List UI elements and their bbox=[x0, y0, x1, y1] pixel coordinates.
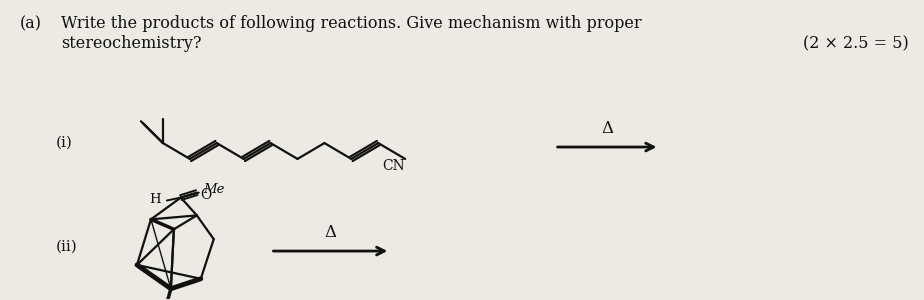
Text: Δ: Δ bbox=[324, 224, 336, 241]
Text: stereochemistry?: stereochemistry? bbox=[61, 35, 201, 52]
Text: (i): (i) bbox=[56, 136, 73, 150]
Text: H: H bbox=[150, 193, 161, 206]
Text: (a): (a) bbox=[19, 15, 42, 32]
Text: (ii): (ii) bbox=[56, 240, 78, 254]
Text: O: O bbox=[200, 188, 211, 202]
Text: Δ: Δ bbox=[602, 120, 613, 137]
Text: Write the products of following reactions. Give mechanism with proper: Write the products of following reaction… bbox=[61, 15, 642, 32]
Text: Me: Me bbox=[202, 183, 225, 196]
Text: CN: CN bbox=[383, 159, 405, 173]
Text: (2 × 2.5 = 5): (2 × 2.5 = 5) bbox=[803, 35, 908, 52]
